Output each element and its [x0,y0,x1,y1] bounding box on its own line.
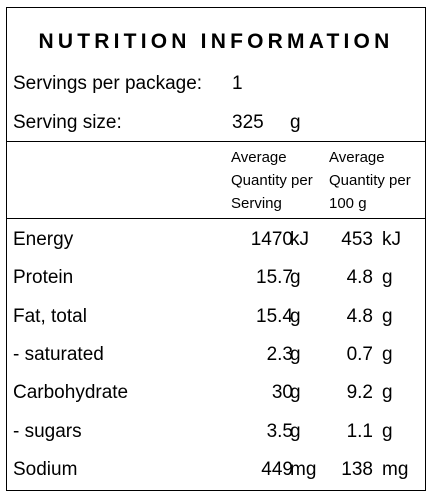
per-serving-unit: mg [290,458,317,480]
per-100g-unit: g [382,267,393,289]
per-100g-value: 4.8 [346,305,373,327]
nutrition-panel: NUTRITION INFORMATION Servings per packa… [6,7,426,491]
nutrient-name: Sodium [13,458,78,480]
column-header-per-serving: Average Quantity per Serving [231,149,313,212]
nutrient-row: - saturated 2.3 g 0.7 g [7,344,425,382]
per-100g-value: 0.7 [346,343,373,365]
nutrient-row: - sugars 3.5 g 1.1 g [7,421,425,459]
per-serving-value: 2.3 [266,343,293,365]
per-100g-unit: g [382,382,393,404]
per-serving-value: 3.5 [266,420,293,442]
per-serving-value: 15.7 [256,267,293,289]
serving-size-value: 325 [232,112,264,133]
per-serving-unit: g [290,382,301,404]
nutrient-row: Carbohydrate 30 g 9.2 g [7,382,425,420]
per-serving-unit: g [290,343,301,365]
serving-size-unit: g [290,112,301,133]
nutrient-name: - sugars [13,420,82,442]
per-serving-unit: g [290,305,301,327]
nutrient-name: - saturated [13,343,104,365]
per-serving-unit: kJ [290,229,309,250]
per-serving-unit: g [290,267,301,289]
nutrient-name: Protein [13,267,74,289]
per-100g-value: 9.2 [346,382,373,404]
panel-title: NUTRITION INFORMATION [38,30,394,53]
per-100g-unit: g [382,343,393,365]
servings-value: 1 [232,73,243,94]
nutrient-name: Fat, total [13,305,87,327]
per-100g-unit: g [382,420,393,442]
per-100g-unit: mg [382,458,409,480]
column-header-per-100g: Average Quantity per 100 g [329,149,411,212]
per-100g-unit: g [382,305,393,327]
per-100g-value: 1.1 [346,420,373,442]
per-100g-value: 4.8 [346,267,373,289]
per-serving-value: 1470 [250,229,293,250]
nutrient-row: Sodium 449 mg 138 mg [7,459,425,497]
per-serving-unit: g [290,420,301,442]
per-100g-value: 138 [341,458,373,480]
per-serving-value: 30 [271,382,293,404]
nutrient-name: Energy [13,229,74,250]
divider [7,218,425,219]
per-serving-value: 449 [261,458,293,480]
nutrient-row: Energy 1470 kJ 453 kJ [7,229,425,267]
nutrient-row: Protein 15.7 g 4.8 g [7,267,425,305]
servings-label: Servings per package: [13,73,203,94]
per-serving-value: 15.4 [256,305,293,327]
per-100g-value: 453 [341,229,373,250]
nutrient-row: Fat, total 15.4 g 4.8 g [7,306,425,344]
nutrient-name: Carbohydrate [13,382,129,404]
serving-size-label: Serving size: [13,112,122,133]
per-100g-unit: kJ [382,229,401,250]
divider [7,141,425,142]
